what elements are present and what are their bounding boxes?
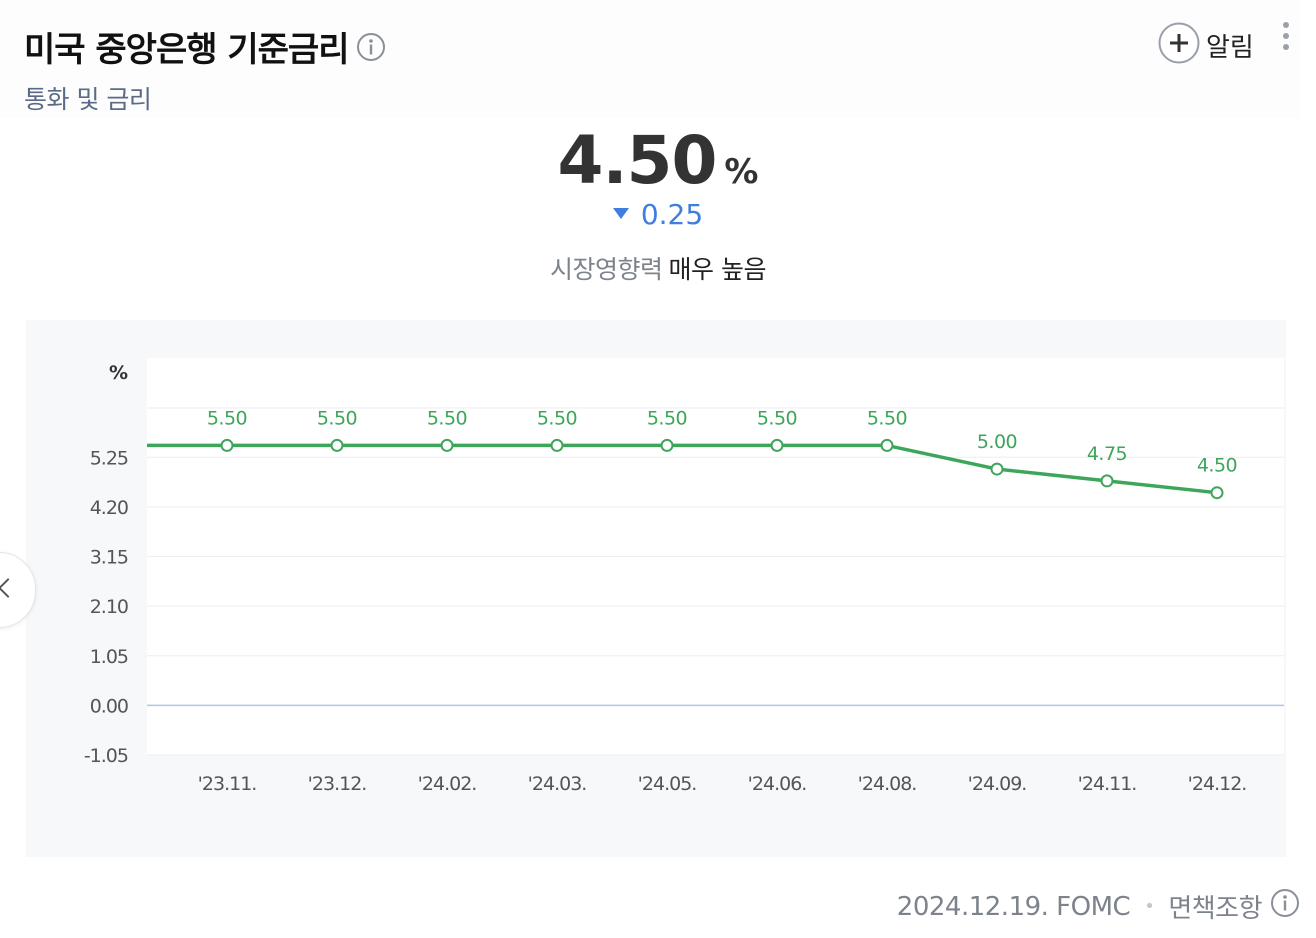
x-tick-label: '23.12. — [308, 773, 367, 795]
y-tick-label: 3.15 — [90, 547, 128, 569]
data-point — [440, 438, 454, 452]
data-point — [220, 438, 234, 452]
add-alarm-button[interactable]: 알림 — [1158, 22, 1254, 68]
line-chart: 5.25 4.20 3.15 2.10 1.05 0.00 -1.05% '23.11. '23… — [84, 358, 1284, 795]
data-label: 5.50 — [647, 407, 687, 429]
data-label: 5.50 — [537, 407, 577, 429]
disclaimer-link[interactable]: 면책조항 — [1168, 894, 1262, 924]
data-label: 5.50 — [867, 407, 907, 429]
x-tick-label: '24.06. — [748, 773, 807, 795]
market-impact: 시장영향력 매우 높음 — [0, 250, 1316, 286]
data-point — [330, 438, 344, 452]
footer-date-event: 2024.12.19. FOMC — [896, 891, 1131, 922]
data-point — [660, 438, 674, 452]
y-axis-label: % — [109, 362, 128, 384]
y-tick-label: 5.25 — [90, 447, 128, 469]
header: 미국 중앙은행 기준금리 통화 및 금리 알림 — [0, 0, 1300, 118]
data-label: 5.50 — [317, 407, 357, 429]
down-triangle-icon — [612, 207, 629, 219]
info-icon[interactable] — [356, 32, 386, 66]
footer: 2024.12.19. FOMC • 면책조항 — [897, 888, 1300, 925]
info-icon[interactable] — [1270, 888, 1300, 925]
alarm-label: 알림 — [1206, 32, 1254, 63]
y-tick-label: 1.05 — [90, 646, 128, 668]
impact-label: 시장영향력 — [550, 255, 663, 284]
x-tick-label: '24.02. — [418, 773, 477, 795]
x-tick-label: '24.08. — [858, 773, 917, 795]
data-label: 5.00 — [977, 431, 1017, 453]
data-label: 5.50 — [757, 407, 797, 429]
x-tick-label: '24.12. — [1188, 773, 1247, 795]
x-tick-label: '23.11. — [198, 773, 257, 795]
data-label: 4.50 — [1197, 455, 1237, 477]
data-point — [880, 438, 894, 452]
x-tick-label: '24.03. — [528, 773, 587, 795]
data-point — [1210, 486, 1224, 500]
x-tick-label: '24.09. — [968, 773, 1027, 795]
x-tick-label: '24.11. — [1078, 773, 1137, 795]
y-tick-label: 4.20 — [90, 497, 128, 519]
data-label: 4.75 — [1087, 443, 1127, 465]
chart-panel: 5.25 4.20 3.15 2.10 1.05 0.00 -1.05% '23.11. '23… — [26, 320, 1286, 857]
data-point — [550, 438, 564, 452]
data-point — [990, 462, 1004, 476]
more-menu-icon[interactable] — [1278, 22, 1294, 58]
x-tick-label: '24.05. — [638, 773, 697, 795]
rate-change: 0.25 — [0, 198, 1316, 231]
change-value: 0.25 — [640, 198, 704, 231]
data-label: 5.50 — [207, 407, 247, 429]
rate-unit: % — [724, 152, 759, 192]
data-label: 5.50 — [427, 407, 467, 429]
y-tick-label: 2.10 — [90, 596, 128, 618]
data-point — [1100, 474, 1114, 488]
y-tick-label: -1.05 — [84, 745, 128, 767]
rate-value: 4.50 — [557, 122, 718, 199]
y-tick-label: 0.00 — [90, 695, 128, 717]
chevron-left-icon — [0, 578, 18, 598]
page-title: 미국 중앙은행 기준금리 — [24, 30, 349, 70]
current-value: 4.50% — [0, 122, 1316, 199]
category-link[interactable]: 통화 및 금리 — [24, 85, 152, 114]
data-point — [770, 438, 784, 452]
impact-value: 매우 높음 — [668, 255, 767, 284]
plus-circle-icon — [1158, 22, 1200, 68]
